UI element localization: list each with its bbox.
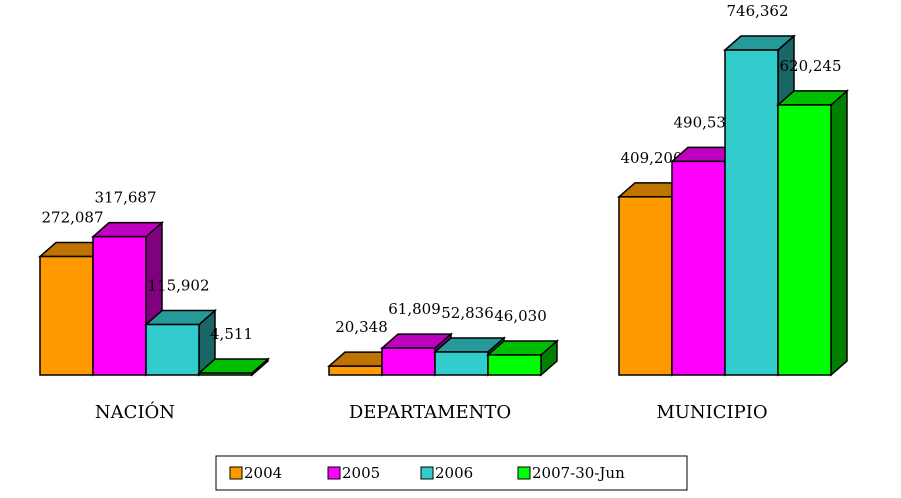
legend-label: 2006 [435,464,473,482]
bar [618,196,673,376]
bar [724,49,779,376]
bar [145,323,200,376]
bar-side [830,89,848,377]
value-label: 490,532 [673,113,735,131]
value-label: 20,348 [335,318,388,336]
legend-swatch [420,466,434,480]
value-label: 620,245 [779,57,841,75]
bar [671,160,726,376]
legend-swatch [229,466,243,480]
legend-box [215,455,688,491]
value-label: 46,030 [494,307,547,325]
bar [328,365,383,376]
bar [777,104,832,376]
category-label: DEPARTAMENTO [349,402,511,423]
bar [39,255,94,376]
bar [434,351,489,376]
legend-swatch [327,466,341,480]
bar [198,372,253,376]
value-label: 317,687 [94,189,156,207]
value-label: 4,511 [210,325,253,343]
category-label: MUNICIPIO [656,402,767,423]
value-label: 115,902 [147,277,209,295]
value-label: 61,809 [388,300,441,318]
category-label: NACIÓN [95,400,175,423]
bar [92,235,147,376]
value-label: 409,200 [620,149,682,167]
legend-label: 2004 [244,464,282,482]
legend-label: 2007-30-Jun [532,464,625,482]
value-label: 272,087 [41,209,103,227]
value-label: 52,836 [441,304,494,322]
legend-swatch [517,466,531,480]
bar [487,354,542,376]
legend-label: 2005 [342,464,380,482]
value-label: 746,362 [726,2,788,20]
bar [381,347,436,376]
